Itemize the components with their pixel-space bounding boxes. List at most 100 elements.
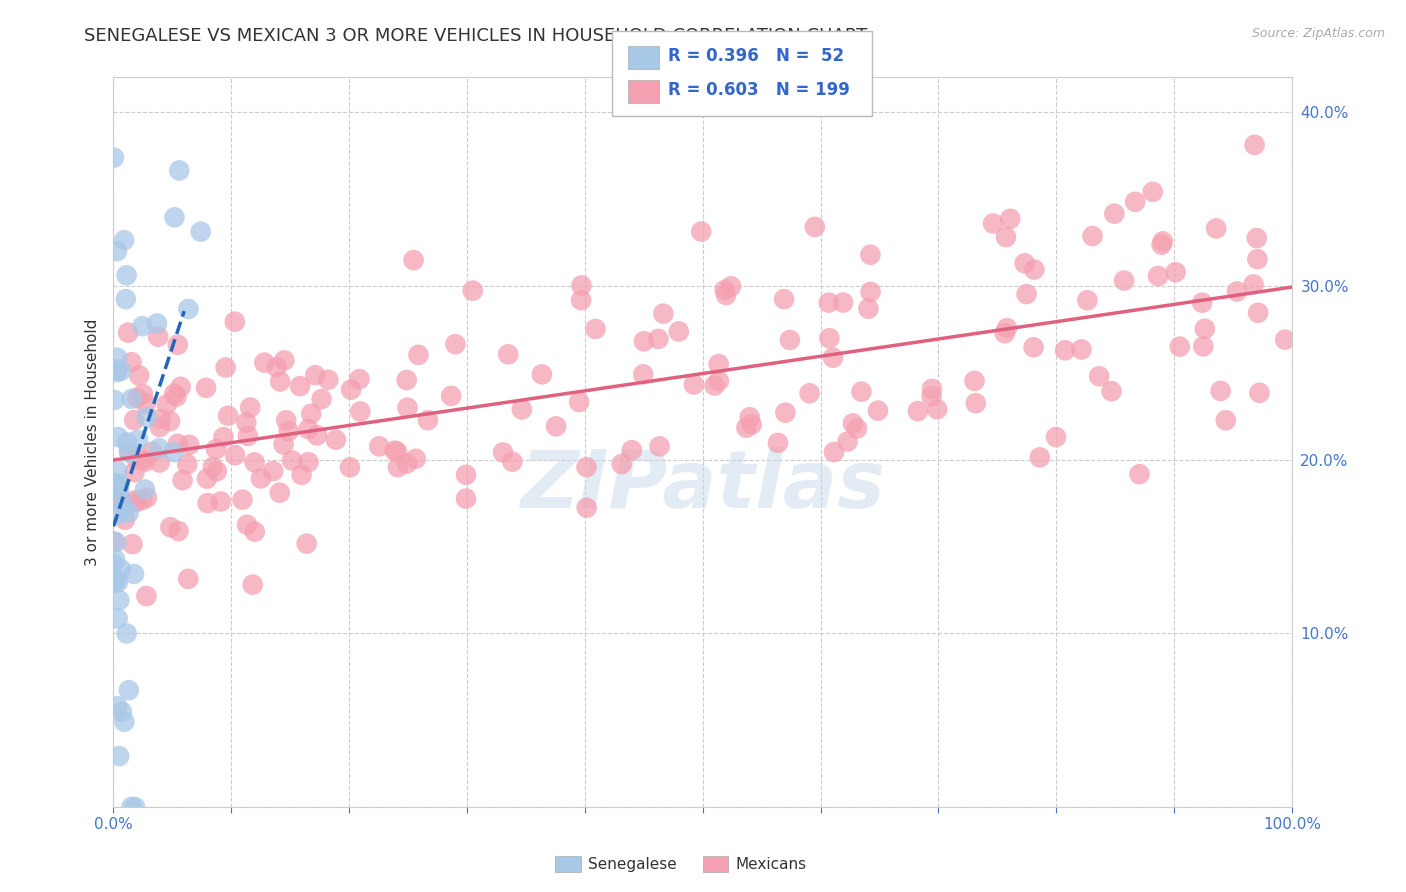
Point [1142, 185, 1164, 199]
Point [156, 397, 179, 411]
Point [273, 353, 295, 368]
Point [121, 392, 143, 406]
Point [291, 467, 314, 482]
Point [288, 379, 311, 393]
Point [269, 375, 291, 389]
Point [169, 380, 191, 394]
Point [1152, 235, 1174, 249]
Point [713, 283, 735, 297]
Point [395, 373, 418, 387]
Point [1226, 285, 1249, 299]
Point [118, 444, 141, 458]
Point [110, 493, 132, 508]
Point [1045, 430, 1067, 444]
Point [105, 351, 128, 365]
Point [131, 453, 153, 467]
Point [115, 626, 138, 640]
Point [127, 391, 149, 405]
Point [169, 163, 191, 178]
Point [166, 437, 188, 451]
Point [163, 211, 186, 225]
Point [105, 476, 128, 491]
Point [250, 471, 273, 485]
Text: R = 0.603   N = 199: R = 0.603 N = 199 [668, 81, 849, 99]
Point [714, 288, 737, 302]
Point [269, 485, 291, 500]
Point [146, 317, 169, 331]
Point [799, 386, 821, 401]
Point [305, 428, 328, 442]
Point [1194, 322, 1216, 336]
Point [402, 253, 425, 268]
Point [1000, 211, 1022, 226]
Point [135, 410, 157, 425]
Point [105, 362, 128, 376]
Text: SENEGALESE VS MEXICAN 3 OR MORE VEHICLES IN HOUSEHOLD CORRELATION CHART: SENEGALESE VS MEXICAN 3 OR MORE VEHICLES… [84, 27, 868, 45]
Point [159, 520, 181, 534]
Point [859, 248, 882, 262]
Point [214, 360, 236, 375]
Point [212, 430, 235, 444]
Point [1024, 262, 1046, 277]
Point [510, 402, 533, 417]
Point [963, 374, 986, 388]
Point [217, 409, 239, 423]
Point [165, 390, 187, 404]
Point [648, 439, 671, 453]
Point [124, 800, 146, 814]
Point [243, 455, 266, 469]
Point [167, 524, 190, 538]
Point [773, 292, 796, 306]
Text: Senegalese: Senegalese [588, 857, 676, 871]
Point [115, 435, 138, 450]
Point [1088, 369, 1111, 384]
Point [112, 714, 135, 729]
Point [176, 457, 198, 471]
Point [125, 495, 148, 509]
Point [114, 292, 136, 306]
Point [349, 372, 371, 386]
Point [1192, 339, 1215, 353]
Point [105, 365, 128, 379]
Point [652, 307, 675, 321]
Point [224, 448, 246, 462]
Point [927, 402, 949, 417]
Point [108, 593, 131, 607]
Point [569, 293, 592, 307]
Point [297, 455, 319, 469]
Point [1247, 306, 1270, 320]
Point [846, 421, 869, 435]
Point [163, 386, 186, 401]
Point [325, 433, 347, 447]
Point [107, 611, 129, 625]
Text: Mexicans: Mexicans [735, 857, 807, 871]
Point [131, 319, 153, 334]
Point [1164, 265, 1187, 279]
Point [273, 437, 295, 451]
Point [707, 374, 730, 388]
Point [384, 443, 406, 458]
Point [243, 524, 266, 539]
Point [124, 493, 146, 508]
Point [1191, 295, 1213, 310]
Point [103, 576, 125, 591]
Point [1215, 413, 1237, 427]
Point [921, 389, 943, 403]
Point [461, 284, 484, 298]
Point [122, 566, 145, 581]
Point [104, 552, 127, 566]
Point [832, 295, 855, 310]
Point [339, 460, 361, 475]
Point [108, 483, 131, 497]
Point [297, 422, 319, 436]
Point [195, 472, 218, 486]
Point [190, 225, 212, 239]
Point [1246, 231, 1268, 245]
Point [1243, 277, 1265, 292]
Point [131, 493, 153, 508]
Point [647, 332, 669, 346]
Point [1054, 343, 1077, 358]
Point [501, 455, 523, 469]
Point [253, 356, 276, 370]
Point [122, 413, 145, 427]
